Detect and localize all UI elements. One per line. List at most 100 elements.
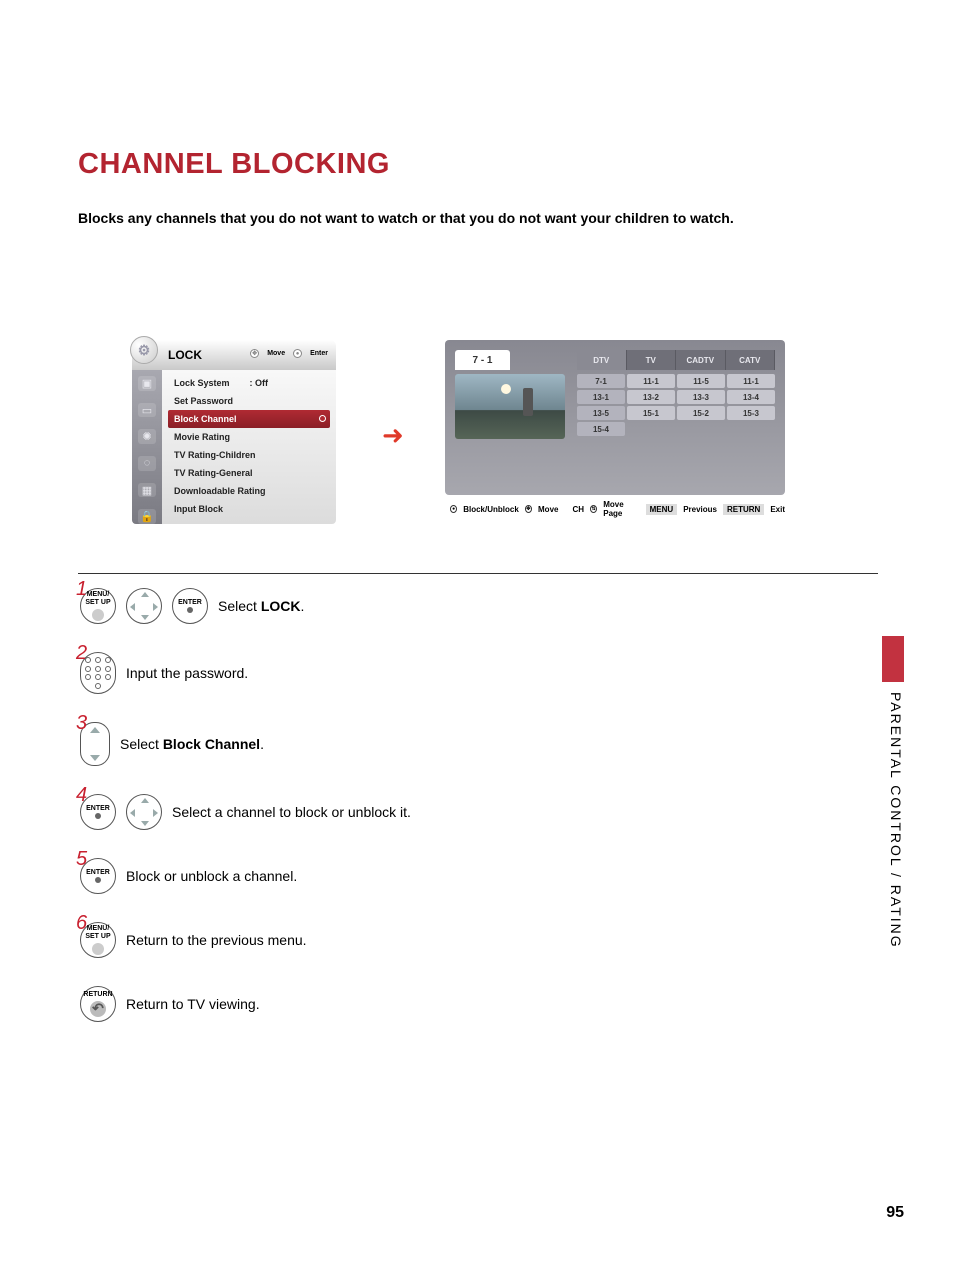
menu-item-tv-rating-general[interactable]: TV Rating-General bbox=[168, 464, 336, 482]
channel-cell[interactable]: 13-4 bbox=[727, 390, 775, 404]
footer-exit: Exit bbox=[770, 505, 785, 514]
lock-menu-panel: ⚙ LOCK ✥ Move ● Enter ▣ ▭ ✺ ◌ ▦ 🔒 Lock S… bbox=[132, 340, 336, 524]
menu-item-label: Set Password bbox=[174, 396, 233, 406]
step-text: Return to TV viewing. bbox=[126, 996, 260, 1012]
channel-grid: DTV TV CADTV CATV 7-1 11-1 11-5 11-1 13-… bbox=[577, 350, 775, 485]
menu-item-label: Input Block bbox=[174, 504, 223, 514]
menu-item-input-block[interactable]: Input Block bbox=[168, 500, 336, 518]
step-text: Return to the previous menu. bbox=[126, 932, 307, 948]
step-number: 5 bbox=[76, 848, 87, 871]
menu-item-lock-system[interactable]: Lock System : Off bbox=[168, 374, 336, 392]
steps-list: 1 MENU/ SET UP ENTER Select LOCK. 2 Inpu… bbox=[80, 588, 411, 1050]
tab-catv[interactable]: CATV bbox=[726, 350, 776, 370]
enter-icon: ● bbox=[293, 349, 302, 358]
footer-previous: Previous bbox=[683, 505, 717, 514]
footer-block: Block/Unblock bbox=[463, 505, 519, 514]
enter-button[interactable]: ENTER bbox=[172, 588, 208, 624]
menu-item-label: Downloadable Rating bbox=[174, 486, 266, 496]
page-description: Blocks any channels that you do not want… bbox=[78, 210, 734, 226]
menu-item-movie-rating[interactable]: Movie Rating bbox=[168, 428, 336, 446]
tab-cadtv[interactable]: CADTV bbox=[676, 350, 726, 370]
step-number: 6 bbox=[76, 912, 87, 935]
lock-sidebar: ▣ ▭ ✺ ◌ ▦ 🔒 bbox=[132, 370, 162, 524]
step-text: Block or unblock a channel. bbox=[126, 868, 297, 884]
channel-cell[interactable]: 11-5 bbox=[677, 374, 725, 388]
step-text: Select LOCK. bbox=[218, 598, 304, 614]
channel-cell-empty bbox=[677, 422, 725, 436]
footer-ch: CH bbox=[572, 505, 584, 514]
channel-cell[interactable]: 13-1 bbox=[577, 390, 625, 404]
tab-dtv[interactable]: DTV bbox=[577, 350, 627, 370]
step-number: 1 bbox=[76, 578, 87, 601]
button-label: MENU/ SET UP bbox=[85, 591, 110, 606]
step-1: 1 MENU/ SET UP ENTER Select LOCK. bbox=[80, 588, 411, 624]
nav-pad-button[interactable] bbox=[126, 794, 162, 830]
footer-menu-btn: MENU bbox=[646, 504, 678, 515]
channel-cell-empty bbox=[627, 422, 675, 436]
channel-grid-footer: ● Block/Unblock ✥ Move CH ⇅ Move Page ME… bbox=[450, 500, 785, 518]
channel-cell[interactable]: 13-5 bbox=[577, 406, 625, 420]
button-label: ENTER bbox=[86, 869, 110, 877]
menu-item-value: : Off bbox=[250, 378, 269, 388]
menu-item-label: Block Channel bbox=[174, 414, 237, 424]
channel-cell[interactable]: 15-2 bbox=[677, 406, 725, 420]
channel-cell[interactable]: 11-1 bbox=[627, 374, 675, 388]
selected-indicator-icon bbox=[319, 415, 326, 422]
option-icon: ◌ bbox=[138, 456, 156, 471]
preview-channel-label: 7 - 1 bbox=[455, 350, 510, 370]
preview-image bbox=[455, 374, 565, 439]
menu-item-label: TV Rating-Children bbox=[174, 450, 256, 460]
menu-item-label: TV Rating-General bbox=[174, 468, 253, 478]
channel-preview: 7 - 1 bbox=[455, 350, 565, 485]
channel-grid-tabs: DTV TV CADTV CATV bbox=[577, 350, 775, 370]
lock-header-title: LOCK bbox=[168, 348, 202, 362]
channel-cell[interactable]: 11-1 bbox=[727, 374, 775, 388]
lock-icon: ⚙ bbox=[130, 336, 158, 364]
channel-grid-panel: 7 - 1 DTV TV CADTV CATV 7-1 11-1 11-5 11… bbox=[445, 340, 785, 495]
channel-cell[interactable]: 15-1 bbox=[627, 406, 675, 420]
menu-item-tv-rating-children[interactable]: TV Rating-Children bbox=[168, 446, 336, 464]
channel-cells: 7-1 11-1 11-5 11-1 13-1 13-2 13-3 13-4 1… bbox=[577, 374, 775, 436]
footer-movepage: Move Page bbox=[603, 500, 639, 518]
lock-menu-body: ▣ ▭ ✺ ◌ ▦ 🔒 Lock System : Off Set Passwo… bbox=[132, 370, 336, 524]
step-2: 2 Input the password. bbox=[80, 652, 411, 694]
button-label: RETURN bbox=[83, 991, 112, 999]
menu-item-downloadable-rating[interactable]: Downloadable Rating bbox=[168, 482, 336, 500]
enter-hint: Enter bbox=[310, 350, 328, 357]
section-divider bbox=[78, 573, 878, 574]
step-5: 5 ENTER Block or unblock a channel. bbox=[80, 858, 411, 894]
channel-cell[interactable]: 15-3 bbox=[727, 406, 775, 420]
step-text: Input the password. bbox=[126, 665, 248, 681]
misc-icon: ▦ bbox=[138, 483, 156, 498]
step-number: 3 bbox=[76, 712, 87, 735]
step-number: 2 bbox=[76, 642, 87, 665]
time-icon: ✺ bbox=[138, 429, 156, 444]
step-4: 4 ENTER Select a channel to block or unb… bbox=[80, 794, 411, 830]
nav-icon: ✥ bbox=[525, 505, 532, 513]
channel-cell[interactable]: 15-4 bbox=[577, 422, 625, 436]
step-3: 3 Select Block Channel. bbox=[80, 722, 411, 766]
page-number: 95 bbox=[886, 1204, 904, 1222]
channel-cell[interactable]: 13-3 bbox=[677, 390, 725, 404]
menu-item-label: Lock System bbox=[174, 378, 230, 388]
page-title: CHANNEL BLOCKING bbox=[78, 148, 390, 181]
button-label: ENTER bbox=[86, 805, 110, 813]
return-button[interactable]: RETURN ↶ bbox=[80, 986, 116, 1022]
step-text: Select a channel to block or unblock it. bbox=[172, 804, 411, 820]
step-number: 4 bbox=[76, 784, 87, 807]
picture-icon: ▣ bbox=[138, 376, 156, 391]
tab-tv[interactable]: TV bbox=[627, 350, 677, 370]
menu-item-set-password[interactable]: Set Password bbox=[168, 392, 336, 410]
channel-cell[interactable]: 13-2 bbox=[627, 390, 675, 404]
menu-item-block-channel[interactable]: Block Channel bbox=[168, 410, 330, 428]
updown-icon: ⇅ bbox=[590, 505, 597, 513]
step-text: Select Block Channel. bbox=[120, 736, 264, 752]
lock-header-hints: ✥ Move ● Enter bbox=[250, 349, 328, 358]
channel-cell[interactable]: 7-1 bbox=[577, 374, 625, 388]
lock-menu-header: ⚙ LOCK ✥ Move ● Enter bbox=[132, 340, 336, 370]
lock-sidebar-icon: 🔒 bbox=[138, 509, 156, 524]
nav-pad-button[interactable] bbox=[126, 588, 162, 624]
footer-move: Move bbox=[538, 505, 558, 514]
step-6: 6 MENU/ SET UP Return to the previous me… bbox=[80, 922, 411, 958]
button-label: MENU/ SET UP bbox=[85, 925, 110, 940]
